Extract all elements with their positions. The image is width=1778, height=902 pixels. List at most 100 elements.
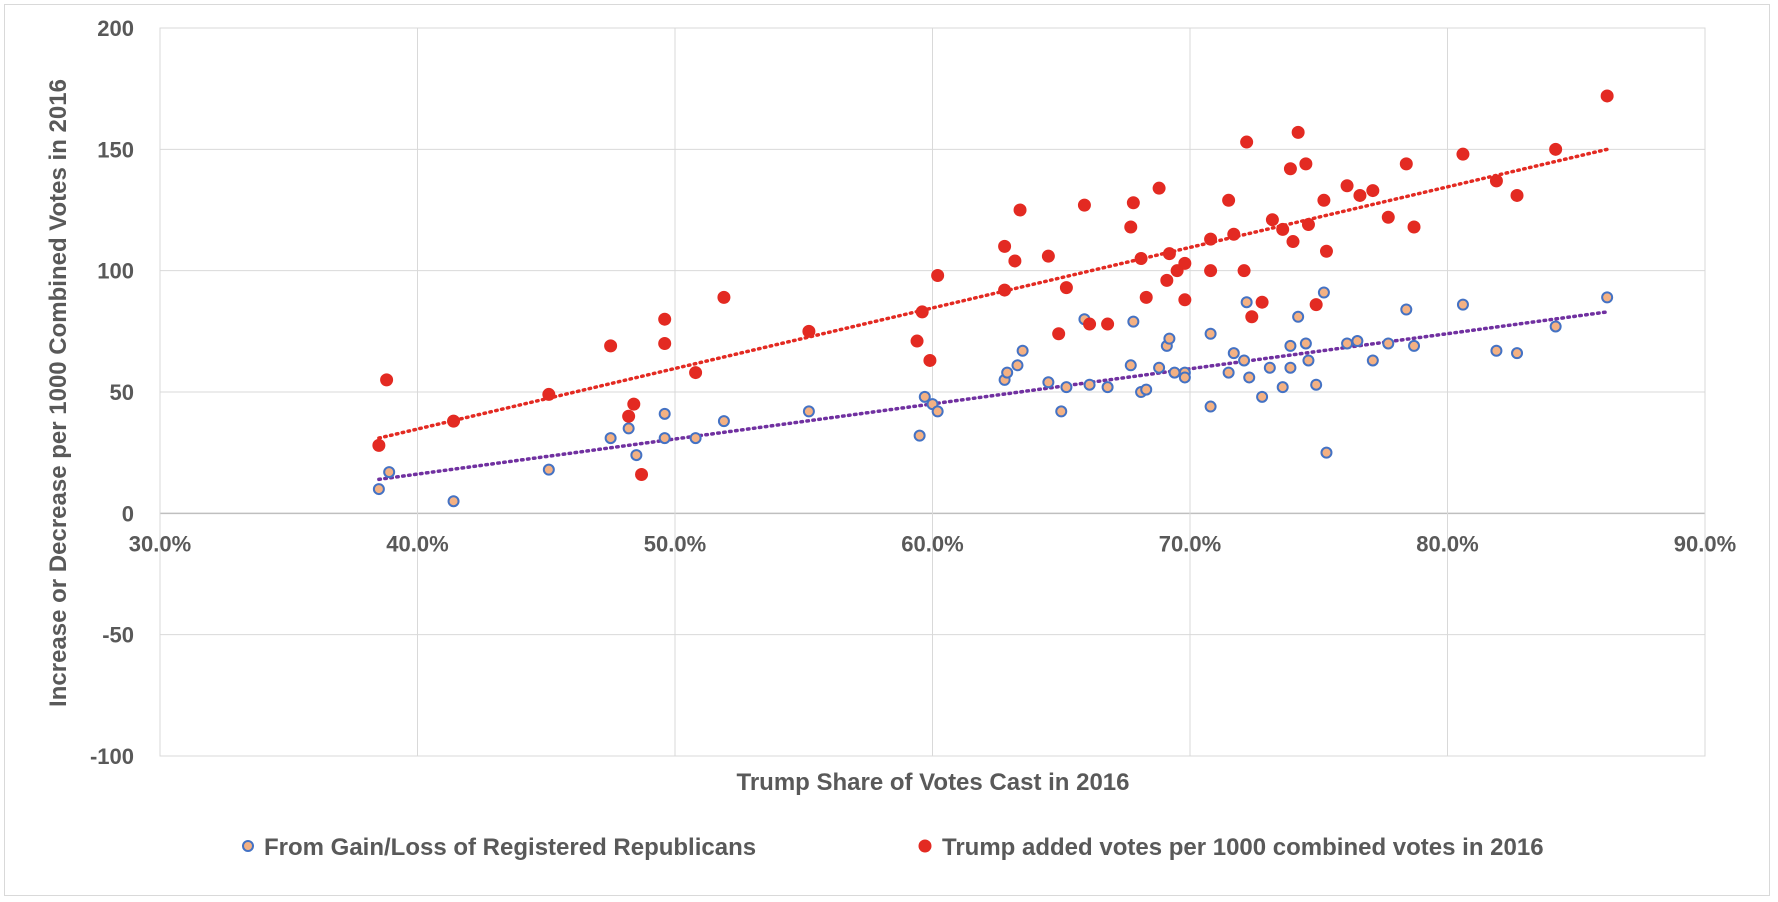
- point-republicans: [802, 405, 815, 418]
- point-trump-added: [1489, 174, 1503, 188]
- grid-lines: [159, 27, 1706, 757]
- point-trump-added: [1255, 295, 1269, 309]
- point-trump-added: [1340, 179, 1354, 193]
- point-trump-added: [1013, 203, 1027, 217]
- point-trump-added: [1317, 193, 1331, 207]
- point-republicans: [447, 495, 460, 508]
- point-trump-added: [689, 366, 703, 380]
- trendlines: [377, 147, 1609, 482]
- point-republicans: [1083, 378, 1096, 391]
- point-republicans: [1310, 378, 1323, 391]
- y-tick-label: 100: [97, 259, 134, 284]
- point-republicans: [717, 415, 730, 428]
- point-republicans: [1001, 366, 1014, 379]
- point-republicans: [1490, 344, 1503, 357]
- chart-frame: [4, 4, 1770, 896]
- point-trump-added: [915, 305, 929, 319]
- x-tick-label: 90.0%: [1674, 531, 1736, 556]
- point-republicans: [1042, 376, 1055, 389]
- legend-marker-republicans: [242, 840, 254, 852]
- point-trump-added: [1059, 281, 1073, 295]
- point-trump-added: [1134, 252, 1148, 266]
- point-trump-added: [1139, 290, 1153, 304]
- point-trump-added: [1299, 157, 1313, 171]
- point-republicans: [913, 429, 926, 442]
- point-republicans: [1204, 327, 1217, 340]
- point-trump-added: [802, 324, 816, 338]
- point-republicans: [383, 466, 396, 479]
- point-trump-added: [1204, 232, 1218, 246]
- x-tick-label: 60.0%: [901, 531, 963, 556]
- point-republicans: [1168, 366, 1181, 379]
- point-republicans: [1456, 298, 1469, 311]
- point-republicans: [931, 405, 944, 418]
- point-trump-added: [1366, 184, 1380, 198]
- point-trump-added: [1204, 264, 1218, 278]
- point-republicans: [1302, 354, 1315, 367]
- point-republicans: [1341, 337, 1354, 350]
- point-trump-added: [931, 269, 945, 283]
- point-republicans: [1127, 315, 1140, 328]
- point-republicans: [1549, 320, 1562, 333]
- point-trump-added: [1399, 157, 1413, 171]
- point-republicans: [658, 407, 671, 420]
- point-trump-added: [1381, 210, 1395, 224]
- point-trump-added: [1309, 298, 1323, 312]
- point-republicans: [1101, 381, 1114, 394]
- legend: From Gain/Loss of Registered Republicans…: [242, 834, 1544, 861]
- point-trump-added: [1353, 188, 1367, 202]
- point-trump-added: [1549, 142, 1563, 156]
- point-trump-added: [1083, 317, 1097, 331]
- point-republicans: [1153, 361, 1166, 374]
- point-trump-added: [1276, 222, 1290, 236]
- point-republicans: [1124, 359, 1137, 372]
- data-points: [372, 89, 1614, 508]
- tick-labels: -100 -50 0 50 100 150 200 30.0% 40.0% 50.0% 60.0% 7…: [90, 16, 1736, 769]
- point-republicans: [1055, 405, 1068, 418]
- point-trump-added: [658, 312, 672, 326]
- y-axis-title: Increase or Decrease per 1000 Combined V…: [45, 79, 72, 707]
- point-republicans: [372, 483, 385, 496]
- point-trump-added: [622, 409, 636, 423]
- point-republicans: [1060, 381, 1073, 394]
- point-trump-added: [372, 438, 386, 452]
- x-tick-label: 30.0%: [129, 531, 191, 556]
- x-tick-label: 70.0%: [1159, 531, 1221, 556]
- point-republicans: [1320, 446, 1333, 459]
- point-trump-added: [1283, 162, 1297, 176]
- point-trump-added: [1265, 213, 1279, 227]
- y-tick-label: 0: [122, 501, 134, 526]
- point-trump-added: [542, 387, 556, 401]
- point-trump-added: [447, 414, 461, 428]
- point-republicans: [1351, 335, 1364, 348]
- point-trump-added: [910, 334, 924, 348]
- point-trump-added: [1160, 273, 1174, 287]
- point-republicans: [604, 432, 617, 445]
- x-axis-title: Trump Share of Votes Cast in 2016: [736, 769, 1129, 796]
- point-republicans: [1163, 332, 1176, 345]
- point-republicans: [1511, 347, 1524, 360]
- x-tick-label: 80.0%: [1416, 531, 1478, 556]
- point-trump-added: [1178, 256, 1192, 270]
- point-trump-added: [1041, 249, 1055, 263]
- point-trump-added: [923, 353, 937, 367]
- point-trump-added: [1240, 135, 1254, 149]
- point-trump-added: [1245, 310, 1259, 324]
- point-republicans: [1382, 337, 1395, 350]
- point-republicans: [1227, 347, 1240, 360]
- point-trump-added: [1126, 196, 1140, 210]
- legend-label-republicans: From Gain/Loss of Registered Republicans: [264, 834, 756, 861]
- x-tick-label: 50.0%: [644, 531, 706, 556]
- point-trump-added: [635, 468, 649, 482]
- point-republicans: [1284, 361, 1297, 374]
- point-republicans: [1276, 381, 1289, 394]
- point-republicans: [542, 463, 555, 476]
- legend-marker-trump-added: [918, 839, 932, 853]
- point-trump-added: [1101, 317, 1115, 331]
- trendline-republicans: [377, 310, 1609, 482]
- point-republicans: [1408, 339, 1421, 352]
- point-trump-added: [1077, 198, 1091, 212]
- y-tick-label: 200: [97, 16, 134, 41]
- y-tick-label: -50: [102, 623, 134, 648]
- point-republicans: [658, 432, 671, 445]
